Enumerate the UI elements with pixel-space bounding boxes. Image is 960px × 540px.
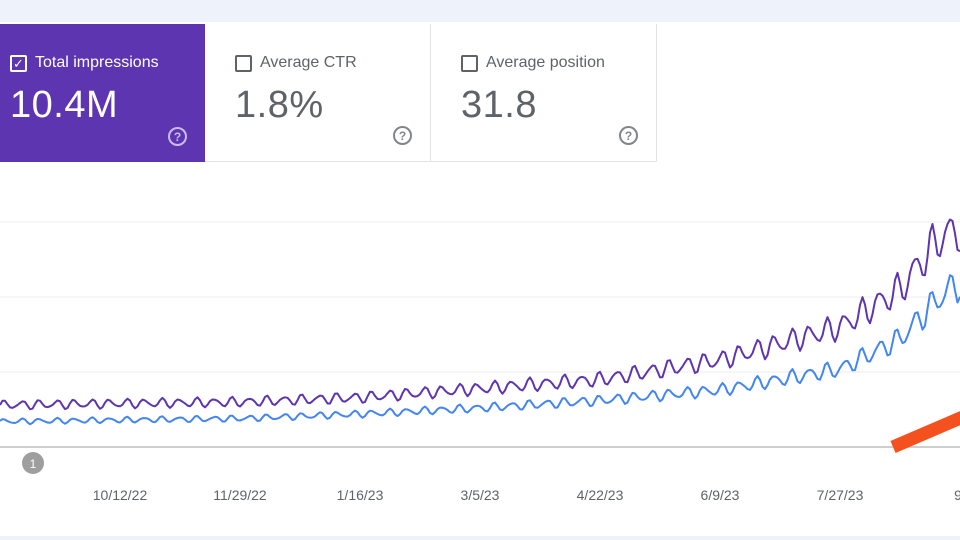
clicks-series-line [0,274,960,426]
x-tick-label: 3/5/23 [461,487,500,503]
help-circle-icon[interactable]: ? [168,127,187,146]
metric-cards: ✓ Total impressions 10.4M ? Average CTR … [0,24,657,162]
x-tick-label: 10/12/22 [93,487,148,503]
checkbox-checked-icon[interactable]: ✓ [10,54,27,72]
annotation-marker-label: 1 [30,457,37,471]
chart-series [0,218,960,426]
arrow-annotation [890,411,960,453]
metric-card-average-position[interactable]: Average position 31.8 ? [431,24,657,162]
x-axis-ticks: 10/12/22 11/29/22 1/16/23 3/5/23 4/22/23 6/9/… [93,487,960,503]
annotation-marker-circle[interactable] [22,452,44,474]
impressions-series-line [0,218,960,411]
checkbox-unchecked-icon[interactable] [461,54,478,72]
metric-card-average-ctr[interactable]: Average CTR 1.8% ? [205,24,431,162]
x-tick-label: 1/16/23 [337,487,384,503]
metric-label: Total impressions [35,54,159,71]
metric-value: 10.4M [10,84,119,126]
x-tick-label: 6/9/23 [701,487,740,503]
annotation-marker[interactable]: 1 [22,452,44,474]
metric-value: 31.8 [461,84,537,126]
metric-card-total-impressions[interactable]: ✓ Total impressions 10.4M ? [0,24,205,162]
metric-value: 1.8% [235,84,324,126]
metric-label: Average CTR [260,54,357,71]
x-tick-label: 4/22/23 [577,487,624,503]
metric-label: Average position [486,54,605,71]
chart-grid [0,221,960,448]
help-circle-icon[interactable]: ? [619,126,638,145]
help-circle-icon[interactable]: ? [393,126,412,145]
performance-panel: ✓ Total impressions 10.4M ? Average CTR … [0,22,960,536]
x-tick-label: 9/ [954,487,960,503]
x-tick-label: 7/27/23 [817,487,864,503]
checkbox-unchecked-icon[interactable] [235,54,252,72]
x-tick-label: 11/29/22 [213,487,267,503]
